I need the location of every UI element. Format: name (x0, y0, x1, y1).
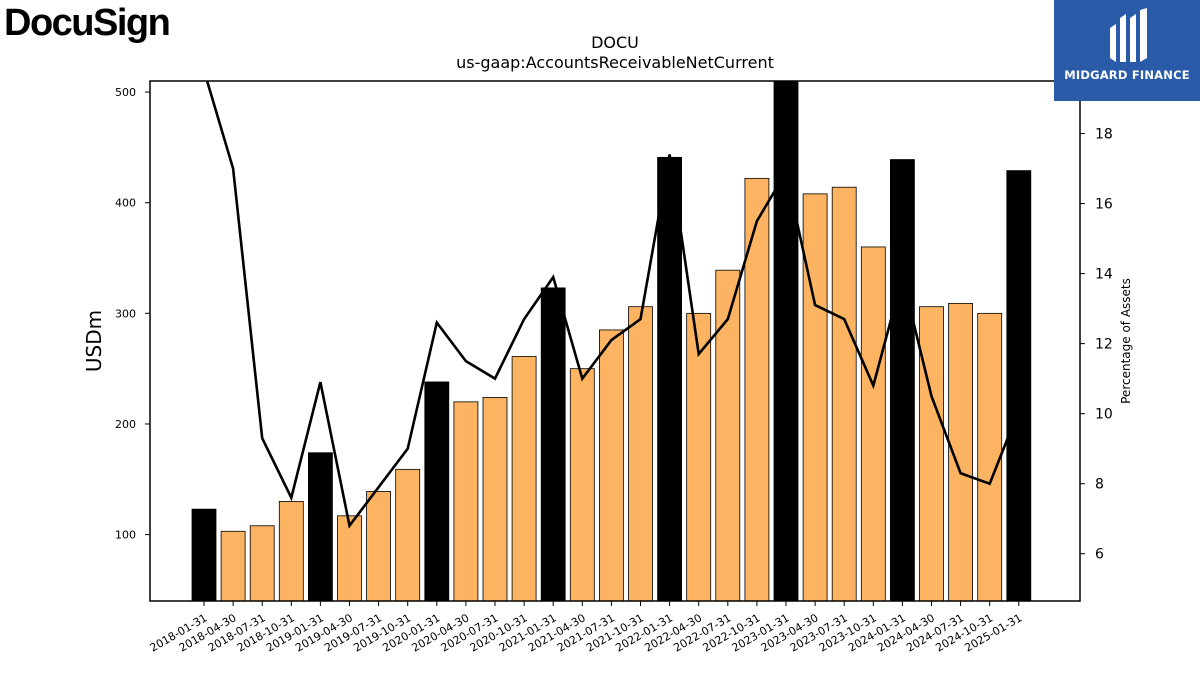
bar-2023-04-30 (802, 193, 828, 602)
y-axis: 100 200 300 400 500 (115, 86, 150, 542)
chart-subtitle: us-gaap:AccountsReceivableNetCurrent (456, 53, 774, 72)
line-layer (205, 81, 1021, 529)
bar-2018-04-30 (220, 530, 246, 602)
y-tick-label: 500 (115, 86, 136, 99)
bar-2021-10-31 (628, 306, 653, 602)
midgard-finance-badge: MIDGARD FINANCE (1054, 0, 1200, 101)
bar-2018-01-31 (191, 508, 217, 602)
bar-2021-01-31 (540, 287, 566, 602)
y-tick-label: 300 (115, 307, 136, 320)
bar-2022-10-31 (744, 177, 770, 602)
bar-2022-04-30 (686, 312, 712, 602)
bar-2021-07-31 (599, 329, 624, 602)
y2-axis: 6 8 10 12 14 16 18 (1080, 127, 1113, 563)
y-tick-label: 100 (115, 529, 136, 542)
bars-layer (191, 80, 1032, 602)
bar-2025-01-31 (1006, 170, 1032, 602)
bar-2022-07-31 (715, 269, 741, 602)
bar-2018-10-31 (278, 501, 304, 602)
bar-2020-04-30 (453, 401, 479, 602)
plot-frame (149, 80, 1081, 602)
bar-2018-07-31 (249, 525, 275, 602)
bar-2020-07-31 (482, 397, 508, 602)
y2-tick-label: 6 (1095, 547, 1104, 563)
y-tick-label: 400 (115, 197, 136, 210)
bar-2024-01-31 (890, 159, 915, 602)
chart-title: DOCU (591, 33, 639, 52)
bar-2019-01-31 (307, 452, 333, 602)
midgard-logo-icon (1110, 8, 1147, 62)
bar-2023-07-31 (831, 186, 857, 602)
y2-tick-label: 10 (1095, 407, 1113, 423)
bar-2019-10-31 (395, 468, 421, 602)
bar-2022-01-31 (657, 156, 682, 602)
assets-percentage-line (205, 81, 1021, 529)
y2-tick-label: 16 (1095, 197, 1113, 213)
bar-2024-04-30 (919, 306, 944, 602)
y2-tick-label: 8 (1095, 477, 1104, 493)
bar-2021-04-30 (569, 368, 595, 602)
badge-label: MIDGARD FINANCE (1064, 68, 1190, 82)
y-axis-label: USDm (82, 310, 106, 372)
bar-2019-04-30 (337, 515, 362, 602)
bar-2023-01-31 (773, 80, 799, 602)
y2-tick-label: 14 (1095, 267, 1113, 283)
y2-axis-label: Percentage of Assets (1119, 278, 1133, 404)
x-axis: 2018-01-312018-04-302018-07-312018-10-31… (148, 601, 1024, 655)
bar-2024-10-31 (977, 312, 1003, 602)
docusign-logo: DocuSign (4, 2, 171, 44)
y2-tick-label: 18 (1095, 127, 1113, 143)
y-tick-label: 200 (115, 418, 136, 431)
bar-2019-07-31 (366, 491, 392, 602)
bar-2020-01-31 (424, 381, 450, 602)
y2-tick-label: 12 (1095, 337, 1113, 353)
bar-2023-10-31 (860, 246, 886, 602)
bar-2020-10-31 (511, 356, 537, 602)
